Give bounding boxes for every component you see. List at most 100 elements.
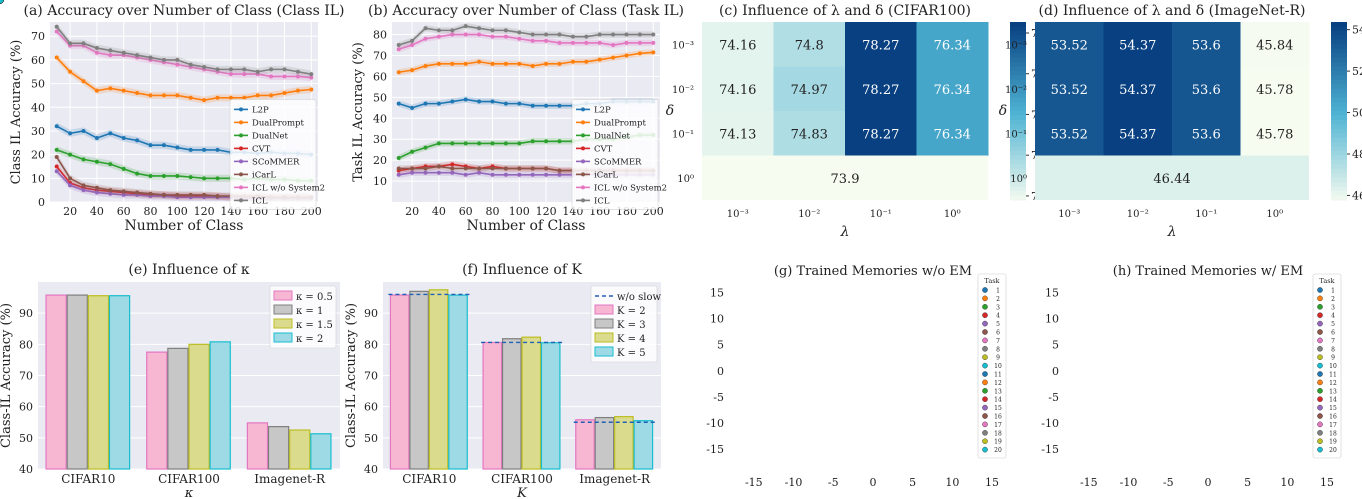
legend-marker	[239, 133, 243, 138]
data-point	[121, 166, 126, 171]
data-point	[282, 91, 287, 96]
data-point	[477, 59, 482, 64]
data-point	[309, 87, 314, 92]
bar	[267, 426, 290, 470]
legend-marker	[581, 159, 585, 164]
data-point	[396, 172, 401, 177]
data-point	[557, 168, 562, 173]
colorbar-segment	[1331, 115, 1347, 121]
data-point	[255, 69, 260, 74]
legend-label: 7	[996, 338, 1000, 345]
heatmap-cell	[1035, 66, 1104, 112]
data-point	[611, 55, 616, 60]
x-tick-label: CIFAR10	[61, 472, 115, 486]
heatmap-cell	[773, 111, 846, 156]
bar	[167, 347, 189, 470]
colorbar-segment	[1331, 88, 1347, 94]
x-tick-label: -5	[828, 476, 839, 489]
data-point	[517, 61, 522, 66]
data-point	[121, 50, 126, 55]
y-tick-label: 10⁻³	[672, 40, 694, 51]
heatmap-cell	[916, 66, 989, 112]
bar	[209, 341, 231, 470]
legend-label: DualPrompt	[594, 118, 646, 128]
series-band	[56, 167, 312, 202]
data-point	[570, 40, 575, 45]
series-band	[56, 153, 312, 201]
legend-label: 15	[1329, 405, 1337, 412]
data-point	[54, 24, 59, 29]
data-point	[282, 74, 287, 79]
data-point	[309, 72, 314, 77]
data-point	[81, 157, 86, 162]
data-point	[108, 162, 113, 167]
cell-value: 53.6	[1192, 38, 1221, 53]
series-line	[56, 30, 312, 79]
data-point	[477, 26, 482, 31]
data-point	[503, 172, 508, 177]
y-tick-label: 70	[364, 370, 378, 383]
data-point	[121, 88, 126, 93]
bar	[66, 294, 88, 470]
cell-value: 45.78	[1256, 83, 1293, 98]
legend-marker	[1317, 446, 1323, 453]
data-point	[161, 93, 166, 98]
colorbar-segment	[1331, 191, 1347, 197]
legend-marker	[239, 198, 243, 203]
legend-marker	[982, 345, 988, 352]
data-point	[81, 128, 86, 133]
y-tick-label: 10⁻³	[1005, 40, 1027, 51]
cell-value: 74.16	[719, 83, 756, 98]
legend-label: 10	[1329, 363, 1337, 370]
x-tick-label: 10⁰	[944, 209, 961, 220]
legend-label: K = 2	[617, 306, 646, 317]
cell-value: 53.6	[1192, 127, 1221, 142]
data-point	[530, 103, 535, 108]
legend-label: iCarL	[252, 170, 276, 180]
heatmap-cell	[845, 22, 917, 67]
cell-value: 53.52	[1051, 38, 1088, 53]
data-point	[503, 166, 508, 171]
data-point	[463, 141, 468, 146]
x-axis-label: K	[516, 486, 528, 499]
data-point	[503, 101, 508, 106]
data-point	[242, 95, 247, 100]
bar	[45, 294, 67, 470]
y-tick-label: -5	[1048, 391, 1059, 404]
data-point	[68, 41, 73, 46]
legend-label: ICL	[252, 196, 268, 206]
legend-marker	[982, 354, 988, 361]
data-point	[295, 88, 300, 93]
colorbar-segment	[1010, 35, 1026, 41]
colorbar-segment	[1010, 191, 1026, 197]
legend-label: CVT	[594, 144, 613, 154]
colorbar-segment	[1331, 102, 1347, 108]
heatmap-cell	[1103, 111, 1173, 156]
data-point	[651, 40, 656, 45]
data-point	[436, 101, 441, 106]
data-point	[396, 43, 401, 48]
x-tick-label: -10	[1120, 476, 1138, 489]
series-line	[398, 25, 654, 46]
colorbar-segment	[1331, 30, 1347, 36]
bar	[188, 343, 210, 470]
legend-marker	[982, 404, 988, 411]
legend-box	[229, 99, 317, 210]
y-tick-label: 10⁻²	[1005, 85, 1027, 96]
colorbar-segment	[1010, 102, 1026, 108]
y-tick-label: 60	[31, 54, 45, 67]
y-tick-label: 10	[373, 175, 387, 188]
colorbar-segment	[1331, 164, 1347, 170]
legend-label: 4	[1331, 313, 1335, 320]
data-point	[477, 32, 482, 37]
data-point	[410, 170, 415, 175]
data-point	[242, 72, 247, 77]
data-point	[557, 40, 562, 45]
y-tick-label: -10	[1041, 417, 1059, 430]
bar	[540, 342, 561, 470]
data-point	[148, 55, 153, 60]
legend-swatch	[273, 304, 293, 315]
data-point	[54, 124, 59, 129]
